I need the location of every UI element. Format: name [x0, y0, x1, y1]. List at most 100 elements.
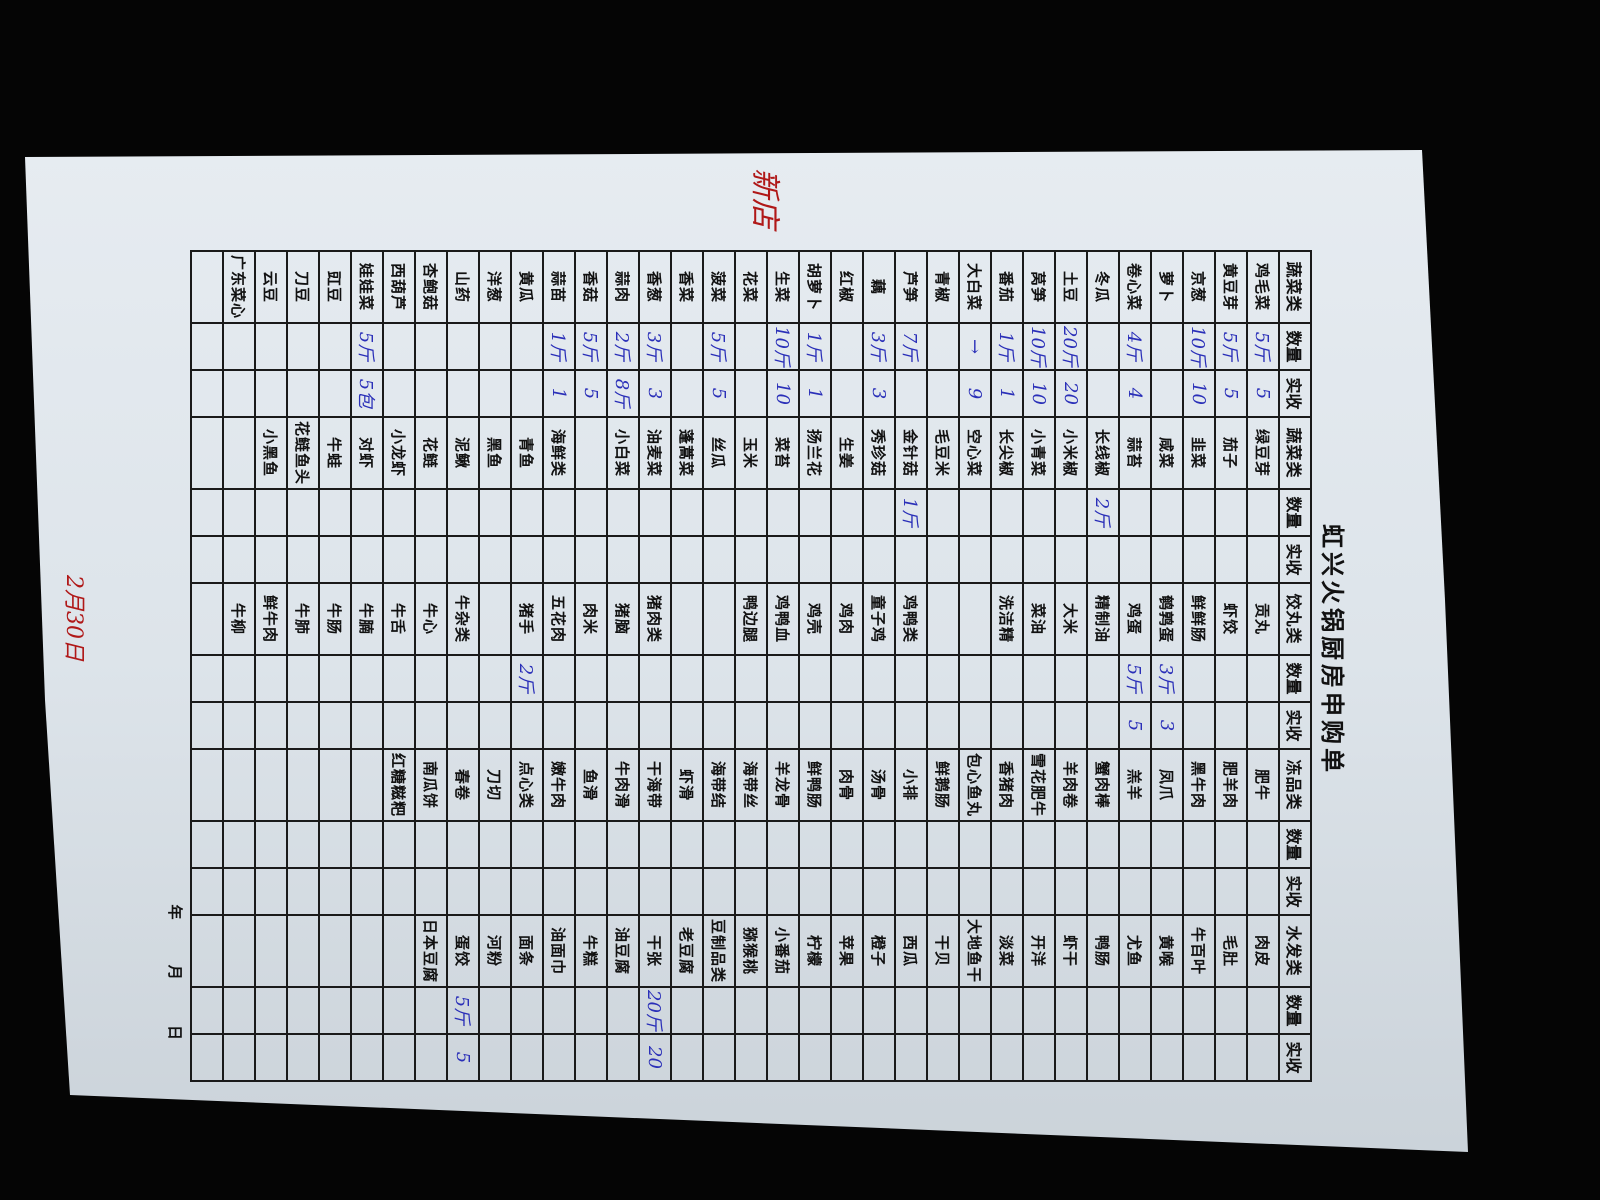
received-cell[interactable]: [1215, 536, 1247, 583]
received-cell[interactable]: [607, 1034, 639, 1081]
quantity-cell[interactable]: [223, 323, 255, 370]
received-cell[interactable]: [831, 536, 863, 583]
received-cell[interactable]: [543, 1034, 575, 1081]
quantity-cell[interactable]: [543, 987, 575, 1034]
quantity-cell[interactable]: [415, 489, 447, 536]
quantity-cell[interactable]: [991, 987, 1023, 1034]
quantity-cell[interactable]: [863, 489, 895, 536]
quantity-cell[interactable]: [447, 323, 479, 370]
received-cell[interactable]: [1055, 868, 1087, 915]
quantity-cell[interactable]: [383, 489, 415, 536]
received-cell[interactable]: [1119, 536, 1151, 583]
quantity-cell[interactable]: [1119, 821, 1151, 868]
quantity-cell[interactable]: [191, 489, 223, 536]
quantity-cell[interactable]: [351, 821, 383, 868]
quantity-cell[interactable]: [927, 987, 959, 1034]
quantity-cell[interactable]: [415, 323, 447, 370]
quantity-cell[interactable]: [575, 987, 607, 1034]
received-cell[interactable]: [1087, 868, 1119, 915]
received-cell[interactable]: 8斤: [607, 370, 639, 417]
quantity-cell[interactable]: [447, 655, 479, 702]
received-cell[interactable]: [223, 702, 255, 749]
received-cell[interactable]: [703, 536, 735, 583]
quantity-cell[interactable]: 5斤: [703, 323, 735, 370]
quantity-cell[interactable]: [799, 655, 831, 702]
received-cell[interactable]: [543, 868, 575, 915]
quantity-cell[interactable]: [1055, 821, 1087, 868]
quantity-cell[interactable]: [511, 987, 543, 1034]
quantity-cell[interactable]: [735, 987, 767, 1034]
received-cell[interactable]: [767, 536, 799, 583]
received-cell[interactable]: [1055, 702, 1087, 749]
received-cell[interactable]: [991, 536, 1023, 583]
received-cell[interactable]: [1151, 868, 1183, 915]
quantity-cell[interactable]: [543, 821, 575, 868]
quantity-cell[interactable]: →: [959, 323, 991, 370]
quantity-cell[interactable]: [959, 655, 991, 702]
received-cell[interactable]: 5: [1215, 370, 1247, 417]
received-cell[interactable]: [479, 370, 511, 417]
quantity-cell[interactable]: [671, 323, 703, 370]
received-cell[interactable]: [1183, 1034, 1215, 1081]
quantity-cell[interactable]: [767, 821, 799, 868]
received-cell[interactable]: [607, 702, 639, 749]
quantity-cell[interactable]: [1215, 655, 1247, 702]
received-cell[interactable]: [607, 536, 639, 583]
quantity-cell[interactable]: 2斤: [511, 655, 543, 702]
quantity-cell[interactable]: [735, 323, 767, 370]
received-cell[interactable]: [1183, 868, 1215, 915]
received-cell[interactable]: 5: [1119, 702, 1151, 749]
quantity-cell[interactable]: [831, 821, 863, 868]
quantity-cell[interactable]: [1151, 821, 1183, 868]
received-cell[interactable]: [191, 702, 223, 749]
received-cell[interactable]: [991, 1034, 1023, 1081]
received-cell[interactable]: [1023, 1034, 1055, 1081]
quantity-cell[interactable]: 3斤: [639, 323, 671, 370]
received-cell[interactable]: [703, 868, 735, 915]
received-cell[interactable]: [383, 536, 415, 583]
quantity-cell[interactable]: [319, 655, 351, 702]
received-cell[interactable]: [927, 868, 959, 915]
quantity-cell[interactable]: [287, 655, 319, 702]
quantity-cell[interactable]: [1183, 987, 1215, 1034]
quantity-cell[interactable]: [799, 489, 831, 536]
quantity-cell[interactable]: 1斤: [991, 323, 1023, 370]
received-cell[interactable]: [287, 702, 319, 749]
quantity-cell[interactable]: [895, 821, 927, 868]
quantity-cell[interactable]: 5斤: [351, 323, 383, 370]
received-cell[interactable]: [799, 1034, 831, 1081]
quantity-cell[interactable]: [767, 489, 799, 536]
received-cell[interactable]: 5包: [351, 370, 383, 417]
quantity-cell[interactable]: [1023, 987, 1055, 1034]
received-cell[interactable]: [1087, 370, 1119, 417]
received-cell[interactable]: [895, 702, 927, 749]
quantity-cell[interactable]: [223, 655, 255, 702]
quantity-cell[interactable]: [1247, 821, 1279, 868]
quantity-cell[interactable]: [255, 987, 287, 1034]
received-cell[interactable]: [223, 536, 255, 583]
received-cell[interactable]: [1215, 1034, 1247, 1081]
quantity-cell[interactable]: [383, 821, 415, 868]
quantity-cell[interactable]: 20斤: [639, 987, 671, 1034]
received-cell[interactable]: [543, 536, 575, 583]
received-cell[interactable]: [1087, 702, 1119, 749]
quantity-cell[interactable]: [991, 489, 1023, 536]
received-cell[interactable]: 5: [447, 1034, 479, 1081]
received-cell[interactable]: 1: [991, 370, 1023, 417]
quantity-cell[interactable]: 4斤: [1119, 323, 1151, 370]
quantity-cell[interactable]: [543, 489, 575, 536]
received-cell[interactable]: 3: [863, 370, 895, 417]
received-cell[interactable]: [191, 370, 223, 417]
received-cell[interactable]: [511, 868, 543, 915]
received-cell[interactable]: [831, 868, 863, 915]
received-cell[interactable]: [1119, 1034, 1151, 1081]
received-cell[interactable]: [1183, 702, 1215, 749]
quantity-cell[interactable]: [287, 821, 319, 868]
received-cell[interactable]: 5: [1247, 370, 1279, 417]
received-cell[interactable]: [863, 868, 895, 915]
quantity-cell[interactable]: [863, 821, 895, 868]
quantity-cell[interactable]: 2斤: [1087, 489, 1119, 536]
received-cell[interactable]: [351, 536, 383, 583]
received-cell[interactable]: [511, 536, 543, 583]
received-cell[interactable]: 20: [639, 1034, 671, 1081]
